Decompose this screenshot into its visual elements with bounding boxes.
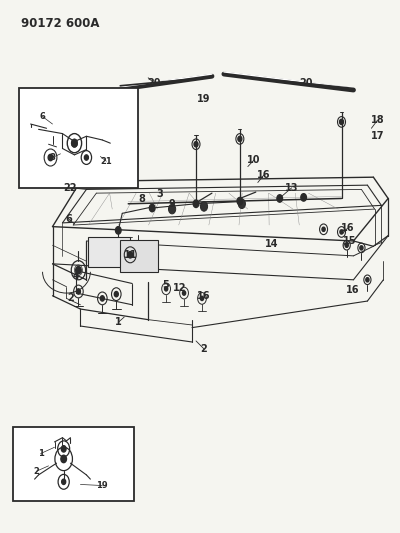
Circle shape	[168, 204, 176, 214]
Text: 16: 16	[257, 170, 270, 180]
Circle shape	[62, 479, 66, 484]
Circle shape	[72, 140, 77, 147]
Text: 8: 8	[139, 194, 146, 204]
Circle shape	[194, 142, 198, 147]
Bar	[13, 427, 134, 502]
Circle shape	[76, 289, 80, 294]
Circle shape	[340, 230, 343, 234]
Text: 2: 2	[67, 293, 74, 303]
Circle shape	[61, 446, 66, 452]
Circle shape	[100, 296, 104, 301]
Bar	[120, 240, 158, 272]
Circle shape	[238, 136, 242, 142]
Text: 19: 19	[96, 481, 108, 490]
Circle shape	[149, 204, 155, 212]
Text: 90172 600A: 90172 600A	[21, 17, 99, 30]
Circle shape	[182, 291, 186, 295]
Text: 22: 22	[64, 183, 77, 193]
Text: 5: 5	[163, 280, 170, 290]
Text: 15: 15	[343, 236, 356, 246]
Circle shape	[128, 252, 133, 258]
Circle shape	[238, 199, 246, 208]
Text: 2: 2	[201, 344, 207, 354]
Circle shape	[340, 119, 344, 125]
Circle shape	[200, 296, 204, 301]
Circle shape	[114, 292, 118, 297]
Circle shape	[345, 243, 348, 247]
Text: 1: 1	[38, 449, 44, 458]
Text: 8: 8	[50, 153, 55, 162]
Text: 19: 19	[197, 94, 211, 104]
Circle shape	[360, 246, 363, 250]
Text: 4: 4	[73, 271, 80, 280]
Text: 9: 9	[169, 199, 176, 209]
Circle shape	[366, 278, 369, 282]
Circle shape	[116, 227, 121, 234]
Text: 16: 16	[197, 290, 211, 301]
Text: 10: 10	[247, 155, 260, 165]
Circle shape	[237, 197, 243, 205]
Circle shape	[301, 193, 306, 201]
Text: 1: 1	[115, 317, 122, 327]
Bar	[19, 88, 138, 188]
Text: 16: 16	[346, 286, 359, 295]
Text: 13: 13	[285, 183, 298, 193]
Circle shape	[277, 195, 282, 202]
Text: 21: 21	[100, 157, 112, 166]
Bar	[88, 237, 130, 266]
Text: 16: 16	[341, 223, 354, 233]
Text: 6: 6	[65, 214, 72, 224]
Circle shape	[61, 455, 66, 463]
Circle shape	[322, 227, 325, 231]
Text: 11: 11	[124, 250, 137, 260]
Text: 14: 14	[265, 239, 278, 248]
Circle shape	[48, 155, 53, 161]
Text: 2: 2	[34, 467, 40, 475]
Text: 12: 12	[173, 283, 187, 293]
Circle shape	[200, 201, 208, 211]
Text: 17: 17	[371, 131, 384, 141]
Circle shape	[76, 266, 81, 274]
Text: 20: 20	[299, 78, 312, 88]
Text: 18: 18	[370, 115, 384, 125]
Text: 6: 6	[40, 112, 46, 121]
Circle shape	[84, 155, 88, 160]
Text: 20: 20	[148, 78, 161, 88]
Text: 3: 3	[157, 189, 164, 199]
Circle shape	[193, 200, 199, 207]
Circle shape	[164, 287, 168, 291]
